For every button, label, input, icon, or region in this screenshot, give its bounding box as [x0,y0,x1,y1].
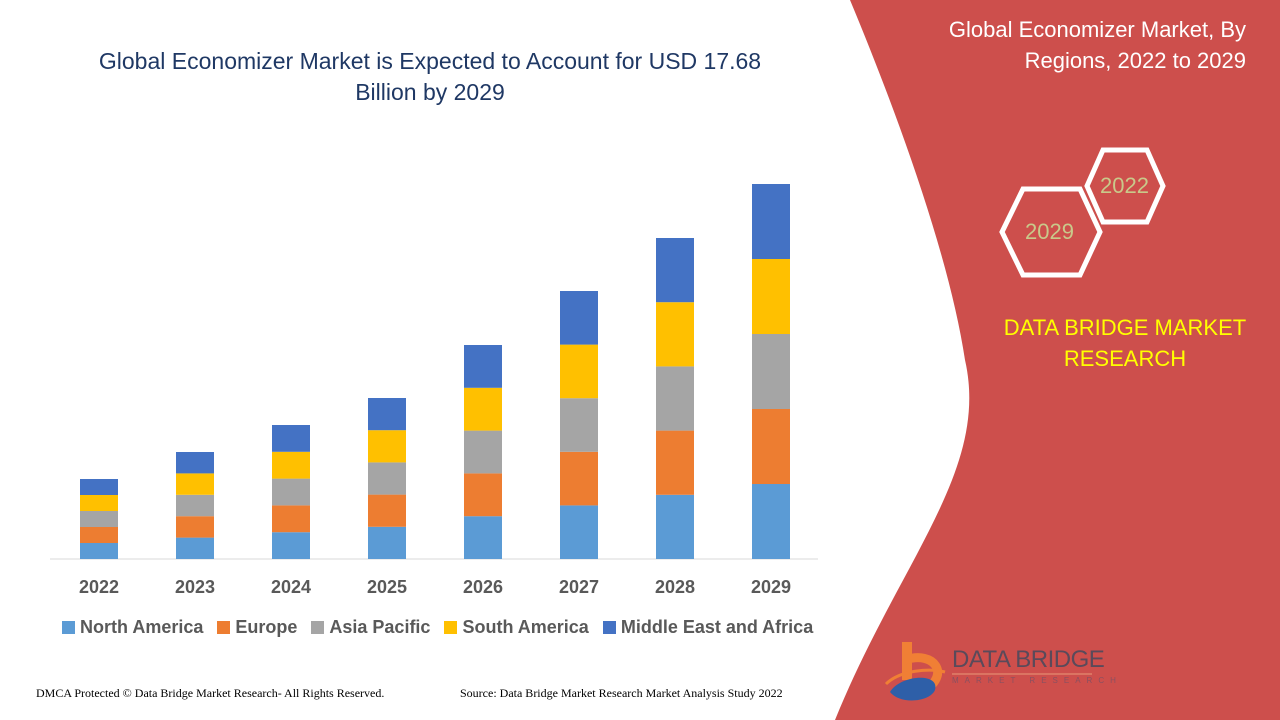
bar-segment [80,543,118,559]
bar-segment [176,516,214,538]
chart-legend: North America Europe Asia Pacific South … [62,617,813,638]
chart-title: Global Economizer Market is Expected to … [98,48,762,105]
x-tick-label: 2022 [79,577,119,597]
bar-segment [80,495,118,511]
x-tick-label: 2028 [655,577,695,597]
bar-segment [464,387,502,431]
x-tick-label: 2026 [463,577,503,597]
bar-segment [464,516,502,559]
bar-segment [272,505,310,533]
legend-item: South America [444,617,589,638]
bar-segment [80,511,118,527]
bar-segment [464,430,502,474]
x-tick-label: 2027 [559,577,599,597]
bar-segment [656,494,694,559]
legend-swatch [311,621,325,634]
bar-segment [368,494,406,527]
x-tick-label: 2025 [367,577,407,597]
bar-segment [464,473,502,517]
bar-segment [656,430,694,495]
bar-segment [176,537,214,559]
hexagon-2022 [1084,147,1166,225]
bar-segment [368,430,406,463]
hexagon-2029 [999,186,1103,278]
legend-item: North America [62,617,203,638]
bar-segment [272,478,310,506]
bar-segment [656,302,694,367]
legend-label: Asia Pacific [329,617,431,637]
bar-segment [176,452,214,474]
legend-label: Middle East and Africa [620,617,814,637]
legend-item: Europe [217,617,297,638]
logo-icon [884,642,946,701]
bar-segment [272,425,310,452]
bar-segment [656,366,694,431]
legend-swatch [602,621,616,634]
hex-label-2029: 2029 [1025,219,1074,244]
bar-segment [560,291,598,345]
bar-segment [752,484,790,559]
bar-segment [752,184,790,259]
bar-segment [752,334,790,409]
bar-segment [368,398,406,431]
bar-segment [176,494,214,517]
bar-segment [80,479,118,495]
logo-sub: MARKET RESEARCH [952,676,1122,685]
x-tick-label: 2029 [751,577,791,597]
legend-item: Middle East and Africa [602,617,814,638]
bar-segment [80,527,118,543]
red-side-panel [835,0,1280,720]
side-title: Global Economizer Market, By Regions, 20… [948,17,1246,73]
footer-copyright: DMCA Protected © Data Bridge Market Rese… [36,686,385,700]
legend-label: North America [80,617,204,637]
bar-segment [560,505,598,559]
stacked-bar-chart: 2022 2023 2024 2025 2026 2027 2028 2029 [50,184,818,597]
bar-segment [560,344,598,399]
bar-segment [176,473,214,495]
bar-segment [752,409,790,484]
bar-segment [368,526,406,559]
x-tick-label: 2024 [271,577,311,597]
legend-item: Asia Pacific [311,617,430,638]
bar-segment [560,398,598,452]
legend-label: Europe [235,617,298,637]
hex-label-2022: 2022 [1100,173,1149,198]
legend-swatch [62,621,75,634]
x-tick-label: 2023 [175,577,215,597]
bar-segment [272,451,310,479]
bar-segment [368,462,406,495]
bar-segment [272,532,310,559]
footer-source: Source: Data Bridge Market Research Mark… [460,686,783,700]
bar-segment [656,238,694,303]
legend-swatch [444,621,458,634]
bar-segment [560,451,598,506]
legend-label: South America [462,617,589,637]
brand-text: DATA BRIDGE MARKET RESEARCH [1003,315,1247,371]
bar-segment [752,259,790,334]
legend-swatch [217,621,231,634]
bar-segment [464,345,502,388]
logo-name: DATA BRIDGE [952,646,1105,673]
